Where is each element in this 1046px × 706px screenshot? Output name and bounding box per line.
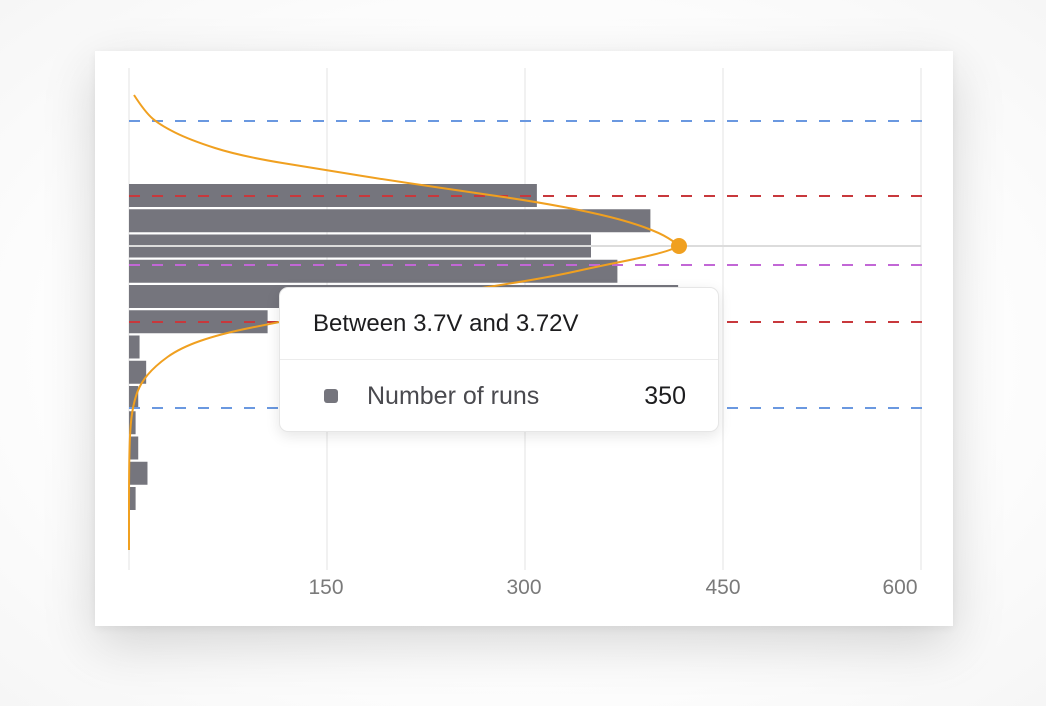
x-tick-450: 450 [705, 576, 741, 599]
histogram-bar[interactable] [129, 487, 136, 510]
tooltip-value: 350 [644, 382, 686, 410]
tooltip-series-label: Number of runs [367, 382, 540, 410]
chart-tooltip: Between 3.7V and 3.72V Number of runs 35… [279, 287, 719, 432]
histogram-bar[interactable] [129, 436, 139, 460]
tooltip-title: Between 3.7V and 3.72V [313, 310, 579, 337]
histogram-bar[interactable] [129, 184, 537, 207]
histogram-bar[interactable] [129, 335, 140, 359]
distribution-curve [128, 94, 679, 550]
histogram-bar[interactable] [129, 360, 147, 384]
histogram-bar[interactable] [129, 411, 136, 435]
histogram-bar[interactable] [129, 259, 618, 283]
histogram-bar[interactable] [129, 209, 651, 233]
x-tick-150: 150 [308, 576, 344, 599]
histogram-bar[interactable] [129, 461, 148, 485]
hover-point-marker [671, 238, 687, 254]
tooltip-divider [280, 359, 718, 360]
x-tick-600: 600 [882, 576, 918, 599]
histogram-bar[interactable] [129, 386, 139, 409]
series-swatch-icon [324, 389, 338, 403]
x-tick-300: 300 [506, 576, 542, 599]
